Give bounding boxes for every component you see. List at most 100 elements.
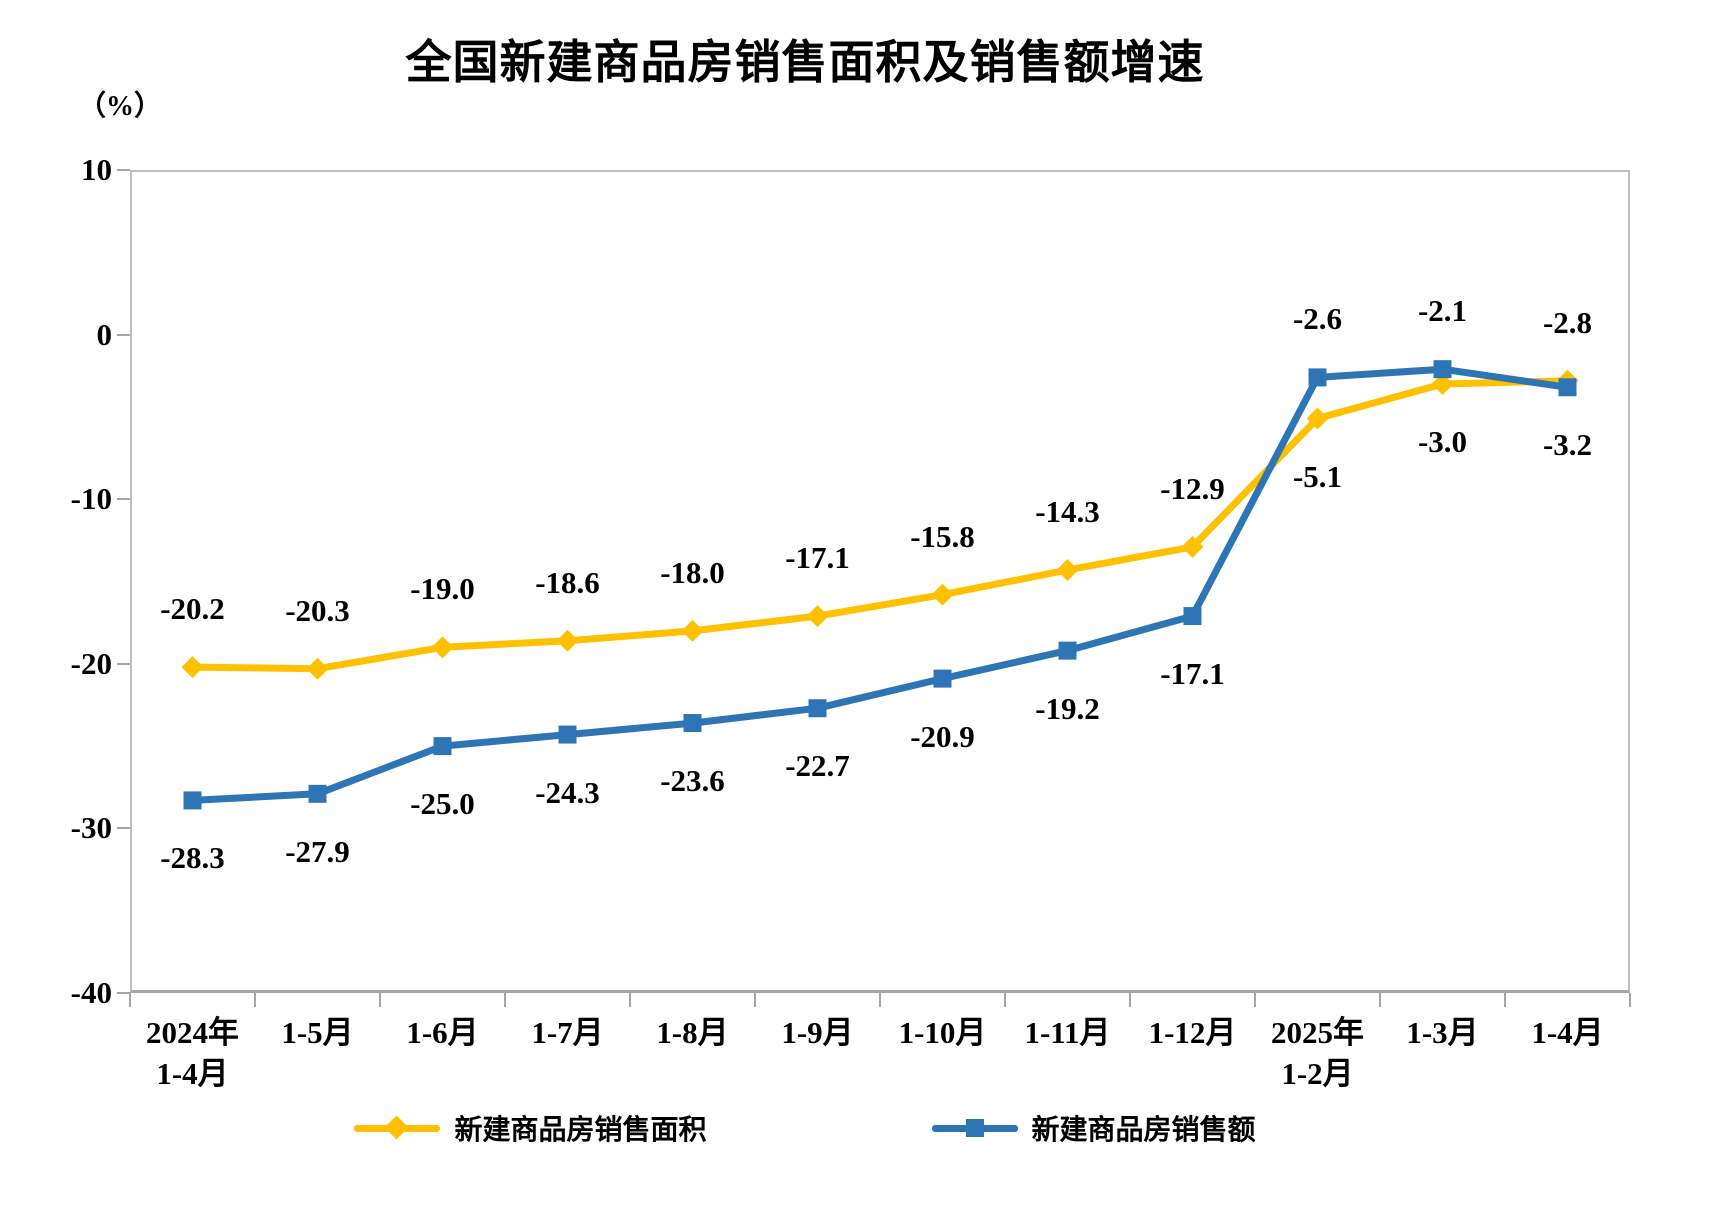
- data-point-label: -18.6: [535, 564, 600, 600]
- data-point-label: -3.2: [1542, 427, 1593, 463]
- y-tick-mark: [117, 827, 130, 830]
- y-tick-label: -30: [70, 810, 112, 846]
- data-point-label: -19.0: [410, 571, 475, 607]
- data-point-marker: [181, 656, 204, 679]
- x-tick-mark: [754, 993, 756, 1007]
- data-point-label: -12.9: [1160, 470, 1225, 506]
- legend-item-sales-value: 新建商品房销售额: [931, 1108, 1256, 1148]
- data-point-marker: [808, 699, 827, 718]
- x-axis-category-line: 1-12月: [1148, 1015, 1237, 1050]
- data-point-label: -5.1: [1292, 458, 1343, 494]
- x-axis-category-line: 1-2月: [1281, 1056, 1354, 1091]
- x-axis-category-line: 1-7月: [531, 1015, 604, 1050]
- data-point-marker: [931, 583, 954, 606]
- x-axis-category-line: 1-10月: [898, 1015, 987, 1050]
- x-tick-mark: [879, 993, 881, 1007]
- data-point-marker: [306, 657, 329, 680]
- data-point-label: -17.1: [785, 540, 850, 576]
- series-svg: [181, 360, 1579, 810]
- x-tick-mark: [1629, 993, 1631, 1007]
- x-axis-category-label: 2024年 1-4月: [103, 1012, 283, 1094]
- data-point-marker: [806, 605, 829, 628]
- data-point-marker: [183, 791, 202, 810]
- y-tick-label: -10: [70, 481, 112, 517]
- x-axis-category-line: 1-9月: [781, 1015, 854, 1050]
- x-tick-mark: [1504, 993, 1506, 1007]
- x-axis-category-line: 1-3月: [1406, 1015, 1479, 1050]
- series-line: [192, 377, 1568, 673]
- data-point-label: -28.3: [160, 840, 225, 876]
- data-point-label: -15.8: [910, 518, 975, 554]
- x-tick-mark: [379, 993, 381, 1007]
- x-tick-mark: [1004, 993, 1006, 1007]
- data-point-marker: [1183, 607, 1202, 626]
- line-square-marker-icon: [931, 1116, 1018, 1140]
- data-point-marker: [933, 669, 952, 688]
- x-tick-mark: [254, 993, 256, 1007]
- x-axis-category-line: 1-4月: [156, 1056, 229, 1091]
- x-axis-category-label: 1-6月: [353, 1012, 533, 1053]
- x-axis-category-label: 1-4月: [1478, 1012, 1658, 1053]
- data-point-label: -2.1: [1417, 293, 1468, 329]
- x-axis-category-line: 2024年: [146, 1015, 239, 1050]
- data-point-label: -14.3: [1035, 493, 1100, 529]
- y-tick-label: -20: [70, 645, 112, 681]
- y-tick-mark: [117, 333, 130, 336]
- data-point-label: -27.9: [285, 833, 350, 869]
- data-point-label: -19.2: [1035, 690, 1100, 726]
- legend: 新建商品房销售面积 新建商品房销售额: [0, 1108, 1610, 1148]
- x-axis-category-label: 1-7月: [478, 1012, 658, 1053]
- data-point-label: -24.3: [535, 774, 600, 810]
- y-tick-mark: [117, 169, 130, 171]
- x-axis-category-line: 1-11月: [1024, 1015, 1111, 1050]
- data-point-label: -18.0: [660, 554, 725, 590]
- data-point-label: -17.1: [1160, 656, 1225, 692]
- x-axis-category-line: 1-6月: [406, 1015, 479, 1050]
- legend-label-sales-value: 新建商品房销售额: [1031, 1115, 1256, 1146]
- x-tick-mark: [1379, 993, 1381, 1007]
- line-diamond-marker-icon: [354, 1115, 441, 1140]
- x-tick-mark: [504, 993, 506, 1007]
- x-axis-category-line: 1-5月: [281, 1015, 354, 1050]
- data-point-marker: [431, 636, 454, 659]
- x-axis-category-label: 1-3月: [1353, 1012, 1533, 1053]
- data-point-marker: [1181, 535, 1204, 558]
- series-line: [192, 365, 1569, 804]
- data-point-label: -2.6: [1292, 301, 1343, 337]
- data-point-label: -25.0: [410, 786, 475, 822]
- data-point-marker: [556, 629, 579, 652]
- data-point-marker: [1058, 641, 1077, 660]
- data-point-label: -20.2: [160, 591, 225, 627]
- data-point-marker: [558, 725, 577, 744]
- data-point-marker: [1558, 378, 1577, 397]
- data-point-marker: [1306, 407, 1329, 430]
- data-point-marker: [683, 714, 702, 733]
- y-tick-mark: [117, 992, 130, 994]
- data-point-label: -23.6: [660, 763, 725, 799]
- x-axis-category-line: 1-4月: [1531, 1015, 1604, 1050]
- data-point-label: -22.7: [785, 748, 850, 784]
- data-point-label: -2.8: [1542, 304, 1593, 340]
- x-tick-mark: [129, 993, 131, 1007]
- data-point-marker: [433, 737, 452, 756]
- data-point-marker: [1431, 372, 1454, 395]
- legend-item-sales-area: 新建商品房销售面积: [354, 1108, 707, 1148]
- data-point-label: -20.9: [910, 718, 975, 754]
- x-axis-category-line: 1-8月: [656, 1015, 729, 1050]
- data-point-label: -20.3: [285, 592, 350, 628]
- x-tick-mark: [629, 993, 631, 1007]
- data-point-marker: [681, 619, 704, 642]
- y-tick-label: -40: [70, 975, 112, 1010]
- data-point-marker: [1433, 360, 1452, 379]
- chart-title: 全国新建商品房销售面积及销售额增速: [405, 36, 1205, 88]
- legend-label-sales-area: 新建商品房销售面积: [454, 1115, 707, 1146]
- y-tick-mark: [117, 662, 130, 665]
- data-point-label: -3.0: [1417, 423, 1468, 459]
- y-tick-mark: [117, 498, 130, 501]
- x-axis-category-label: 1-12月: [1103, 1012, 1283, 1053]
- x-axis-category-label: 1-10月: [853, 1012, 1033, 1053]
- x-axis-category-label: 1-11月: [978, 1012, 1158, 1053]
- x-axis-category-label: 1-8月: [603, 1012, 783, 1053]
- x-tick-mark: [1254, 993, 1256, 1007]
